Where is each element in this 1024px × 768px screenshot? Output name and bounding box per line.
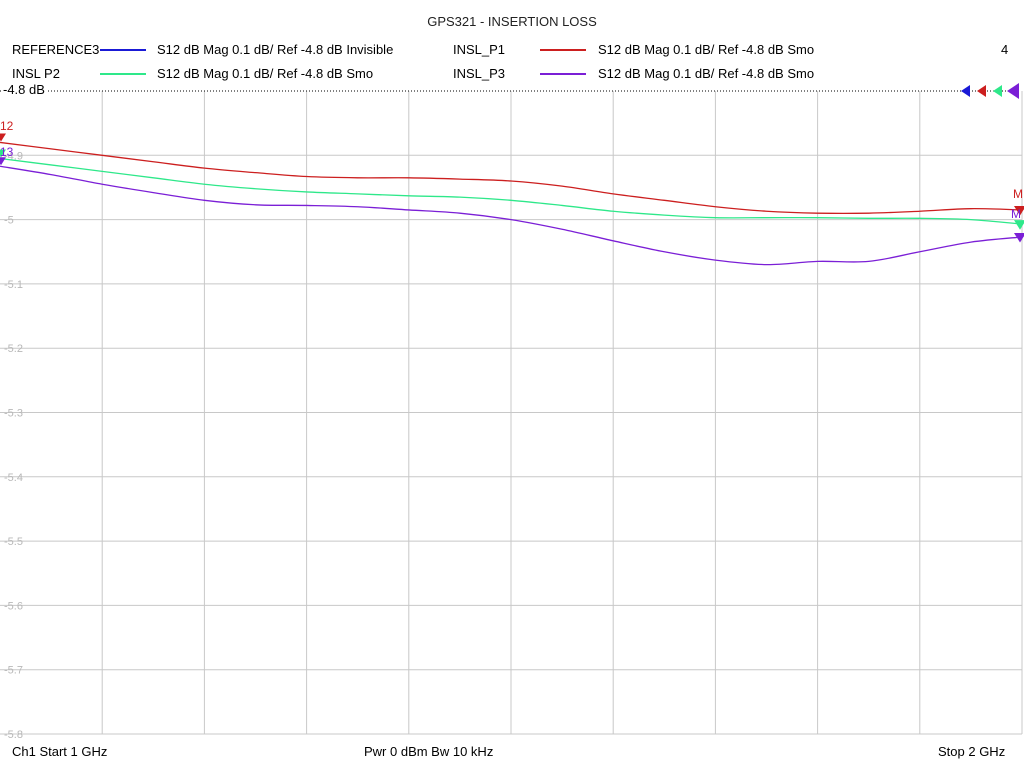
traces [0, 141, 1023, 266]
legend-swatch-insl-p2 [100, 73, 146, 75]
legend-swatch-insl-p1 [540, 49, 586, 51]
ref-arrow-insl-p1 [977, 85, 986, 97]
legend-desc-insl-p2: S12 dB Mag 0.1 dB/ Ref -4.8 dB Smo [157, 66, 374, 81]
y-tick-label: -5.3 [4, 408, 23, 420]
end-marker-insl-p2 [1014, 220, 1024, 230]
legend-swatch-reference3 [100, 49, 146, 51]
chart-title: GPS321 - INSERTION LOSS [427, 14, 597, 29]
footer-start: Ch1 Start 1 GHz [12, 744, 108, 759]
legend-swatch-insl-p3 [540, 73, 586, 75]
marker-label-left: 12 [0, 119, 14, 133]
footer-power: Pwr 0 dBm Bw 10 kHz [364, 744, 494, 759]
grid-lines [0, 91, 1023, 735]
start-marker-insl-p1 [0, 133, 6, 142]
trace-insl-p2 [0, 157, 1023, 225]
marker-label-left-lower: 13 [0, 145, 14, 159]
legend-name-insl-p1: INSL_P1 [453, 42, 506, 57]
y-tick-label: -5.1 [4, 279, 23, 291]
y-tick-label: -5.7 [4, 665, 23, 677]
ref-arrow-insl-p2 [993, 85, 1002, 97]
start-marker-insl-p3 [0, 157, 6, 166]
marker-label-right-lower: M [1011, 207, 1021, 221]
trace-insl-p3 [0, 165, 1023, 266]
trace-insl-p1 [0, 141, 1023, 215]
markers: 12 13 MM [0, 83, 1024, 243]
reference-level-label: -4.8 dB [2, 82, 46, 97]
end-marker-insl-p3 [1014, 232, 1024, 243]
marker-label-right-upper: M [1013, 187, 1023, 201]
legend-row-2: INSL P2 S12 dB Mag 0.1 dB/ Ref -4.8 dB S… [0, 66, 1000, 82]
channel-number: 4 [1001, 42, 1009, 57]
legend-desc-insl-p3: S12 dB Mag 0.1 dB/ Ref -4.8 dB Smo [598, 66, 815, 81]
ref-arrow-insl-p3 [1007, 83, 1019, 99]
legend-name-insl-p3: INSL_P3 [453, 66, 506, 81]
legend-desc-insl-p1: S12 dB Mag 0.1 dB/ Ref -4.8 dB Smo [598, 42, 815, 57]
legend-desc-reference3: S12 dB Mag 0.1 dB/ Ref -4.8 dB Invisible [157, 42, 394, 57]
y-tick-label: -5.4 [4, 472, 23, 484]
y-tick-labels: -4.8-4.9-5-5.1-5.2-5.3-5.4-5.5-5.6-5.7-5… [4, 86, 23, 741]
y-tick-label: -5.5 [4, 536, 23, 548]
legend-name-insl-p2: INSL P2 [12, 66, 60, 81]
y-tick-label: -5 [4, 215, 14, 227]
end-marker-insl-p1 [1014, 205, 1024, 216]
y-tick-label: -5.2 [4, 343, 23, 355]
y-tick-label: -5.6 [4, 600, 23, 612]
legend-name-reference3: REFERENCE3 [12, 42, 100, 57]
ref-arrow-reference3 [961, 85, 970, 97]
start-marker-insl-p2 [0, 149, 6, 158]
legend-row-1: REFERENCE3 S12 dB Mag 0.1 dB/ Ref -4.8 d… [0, 42, 1000, 58]
footer-stop: Stop 2 GHz [938, 744, 1006, 759]
y-tick-label: -5.8 [4, 729, 23, 741]
